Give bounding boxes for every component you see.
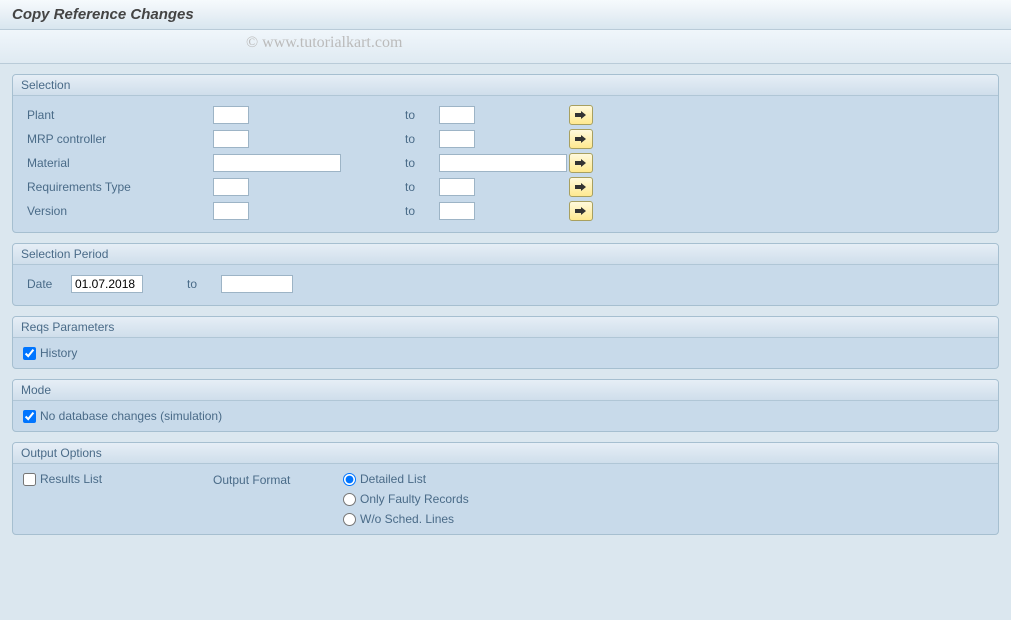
arrow-right-icon: [575, 183, 587, 191]
output-format-radio-label[interactable]: W/o Sched. Lines: [360, 512, 454, 526]
selection-from-input[interactable]: [213, 178, 249, 196]
selection-to-input[interactable]: [439, 154, 567, 172]
output-group: Output Options Results List Output Forma…: [12, 442, 999, 535]
selection-row-label: Plant: [23, 108, 213, 122]
selection-to-label: to: [405, 180, 439, 194]
output-format-radio-label[interactable]: Only Faulty Records: [360, 492, 469, 506]
selection-row: MRP controller to: [23, 128, 988, 150]
period-date-to-input[interactable]: [221, 275, 293, 293]
content: Selection PlanttoMRP controllertoMateria…: [0, 64, 1011, 555]
arrow-right-icon: [575, 207, 587, 215]
selection-to-label: to: [405, 108, 439, 122]
output-format-label: Output Format: [213, 472, 343, 487]
selection-to-label: to: [405, 204, 439, 218]
selection-row: Requirements Type to: [23, 176, 988, 198]
selection-to-label: to: [405, 132, 439, 146]
results-list-label[interactable]: Results List: [40, 472, 102, 486]
period-group: Selection Period Date to: [12, 243, 999, 306]
arrow-right-icon: [575, 111, 587, 119]
mode-title: Mode: [13, 380, 998, 401]
reqs-title: Reqs Parameters: [13, 317, 998, 338]
selection-row: Plant to: [23, 104, 988, 126]
period-date-label: Date: [23, 277, 71, 291]
selection-row: Material to: [23, 152, 988, 174]
history-checkbox[interactable]: [23, 347, 36, 360]
simulation-checkbox[interactable]: [23, 410, 36, 423]
selection-from-input[interactable]: [213, 202, 249, 220]
selection-from-input[interactable]: [213, 106, 249, 124]
selection-to-input[interactable]: [439, 130, 475, 148]
multiple-selection-button[interactable]: [569, 105, 593, 125]
multiple-selection-button[interactable]: [569, 153, 593, 173]
selection-row-label: Material: [23, 156, 213, 170]
output-format-radio[interactable]: [343, 473, 356, 486]
reqs-group: Reqs Parameters History: [12, 316, 999, 369]
selection-row-label: Version: [23, 204, 213, 218]
period-date-from-input[interactable]: [71, 275, 143, 293]
simulation-label[interactable]: No database changes (simulation): [40, 409, 222, 423]
selection-row: Version to: [23, 200, 988, 222]
history-label[interactable]: History: [40, 346, 77, 360]
arrow-right-icon: [575, 135, 587, 143]
selection-group: Selection PlanttoMRP controllertoMateria…: [12, 74, 999, 233]
selection-from-input[interactable]: [213, 154, 341, 172]
selection-to-label: to: [405, 156, 439, 170]
arrow-right-icon: [575, 159, 587, 167]
header-bar: Copy Reference Changes: [0, 0, 1011, 30]
results-list-checkbox[interactable]: [23, 473, 36, 486]
selection-to-input[interactable]: [439, 106, 475, 124]
output-title: Output Options: [13, 443, 998, 464]
period-title: Selection Period: [13, 244, 998, 265]
output-format-radio-label[interactable]: Detailed List: [360, 472, 426, 486]
output-format-radio[interactable]: [343, 513, 356, 526]
multiple-selection-button[interactable]: [569, 129, 593, 149]
multiple-selection-button[interactable]: [569, 201, 593, 221]
period-to-label: to: [187, 277, 221, 291]
toolbar: [0, 30, 1011, 64]
selection-from-input[interactable]: [213, 130, 249, 148]
selection-to-input[interactable]: [439, 202, 475, 220]
selection-row-label: Requirements Type: [23, 180, 213, 194]
selection-title: Selection: [13, 75, 998, 96]
selection-to-input[interactable]: [439, 178, 475, 196]
mode-group: Mode No database changes (simulation): [12, 379, 999, 432]
output-format-radio[interactable]: [343, 493, 356, 506]
page-title: Copy Reference Changes: [12, 6, 194, 23]
multiple-selection-button[interactable]: [569, 177, 593, 197]
selection-row-label: MRP controller: [23, 132, 213, 146]
